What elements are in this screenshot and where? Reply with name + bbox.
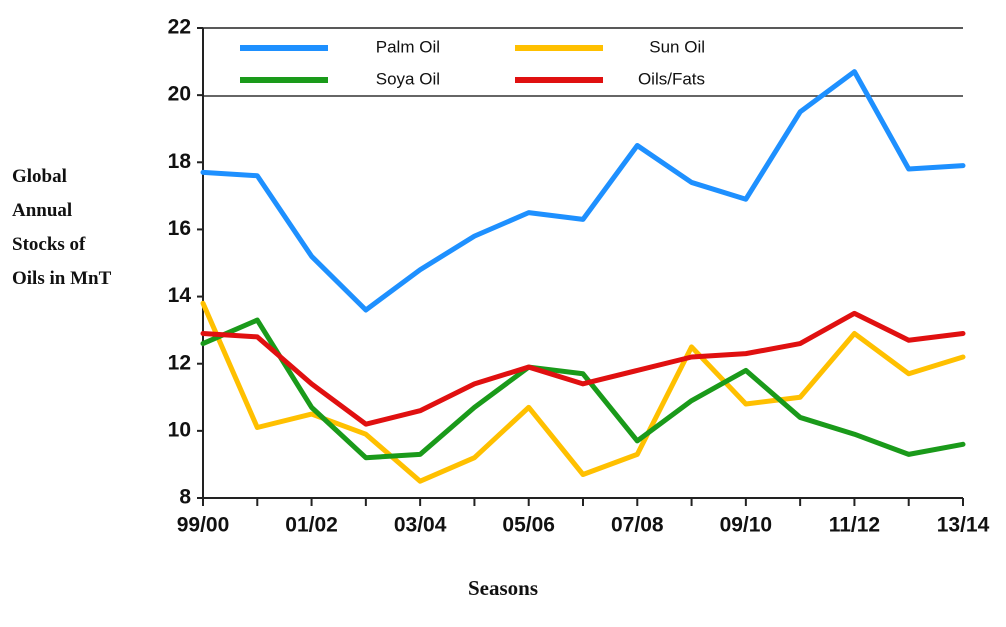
x-tick-label: 05/06 (502, 514, 555, 537)
y-tick-label: 22 (168, 16, 191, 39)
y-tick-label: 18 (168, 150, 192, 173)
series-line (200, 300, 966, 484)
x-tick-label: 13/14 (937, 514, 990, 537)
series-line (200, 310, 966, 427)
y-tick-label: 16 (168, 217, 191, 240)
y-axis-label: Global Annual Stocks of Oils in MnT (12, 166, 112, 289)
legend-label: Palm Oil (376, 37, 440, 56)
series-line (200, 69, 966, 313)
legend-label: Soya Oil (376, 69, 440, 88)
legend-label: Sun Oil (649, 37, 705, 56)
x-axis-label: Seasons (467, 576, 539, 600)
y-tick-label: 20 (168, 83, 191, 106)
legend-label: Oils/Fats (638, 69, 705, 88)
y-tick-label: 12 (168, 351, 191, 374)
x-tick-label: 01/02 (285, 514, 338, 537)
y-tick-label: 14 (168, 284, 192, 307)
x-tick-label: 03/04 (394, 514, 447, 537)
y-tick-label: 8 (179, 486, 191, 509)
x-tick-label: 07/08 (611, 514, 664, 537)
x-tick-label: 09/10 (720, 514, 773, 537)
series-line (200, 317, 966, 461)
y-tick-label: 10 (168, 418, 191, 441)
x-tick-label: 11/12 (829, 514, 880, 537)
x-tick-label: 99/00 (177, 514, 230, 537)
